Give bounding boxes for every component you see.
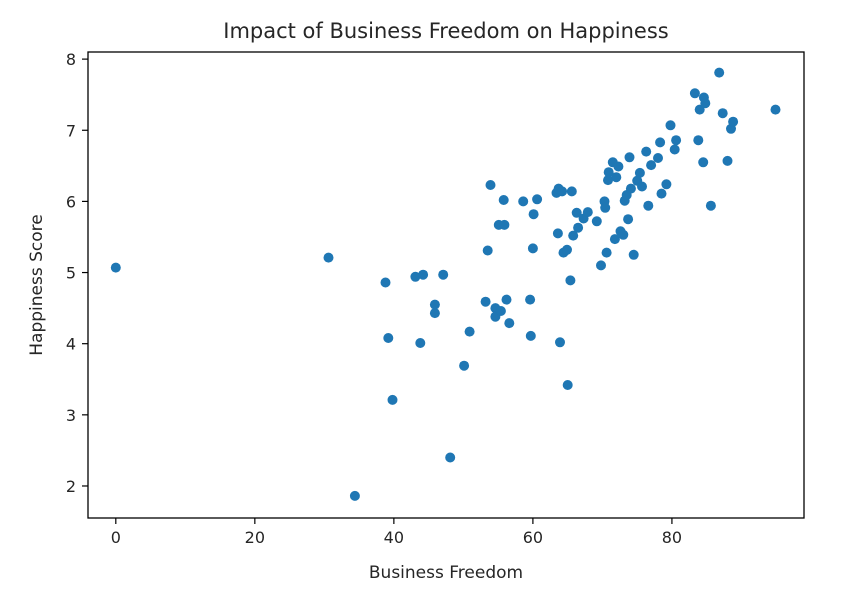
data-point bbox=[562, 380, 573, 390]
data-point bbox=[582, 207, 593, 218]
data-point bbox=[596, 260, 606, 271]
data-point bbox=[532, 194, 543, 205]
data-point bbox=[634, 167, 645, 178]
data-point bbox=[646, 160, 657, 171]
data-point bbox=[625, 183, 636, 194]
y-axis-ticks: 2 3 4 5 6 7 8 bbox=[66, 50, 88, 496]
data-point bbox=[641, 146, 652, 157]
plot-frame bbox=[87, 51, 805, 519]
data-point bbox=[110, 262, 121, 273]
data-point bbox=[383, 333, 394, 343]
data-point bbox=[722, 155, 733, 166]
x-tick-label: 20 bbox=[245, 528, 265, 547]
data-point bbox=[628, 249, 639, 260]
data-point bbox=[611, 172, 622, 183]
data-point bbox=[603, 167, 614, 178]
data-point bbox=[568, 230, 579, 241]
data-point bbox=[387, 394, 398, 405]
data-point bbox=[565, 275, 576, 286]
data-point bbox=[566, 186, 577, 197]
data-point bbox=[438, 269, 449, 280]
data-point bbox=[671, 135, 682, 146]
data-point bbox=[482, 245, 493, 256]
data-point bbox=[498, 195, 509, 205]
data-point bbox=[562, 244, 572, 255]
data-point bbox=[624, 152, 635, 163]
data-point bbox=[571, 207, 582, 218]
x-axis-label: Business Freedom bbox=[369, 563, 523, 583]
data-point bbox=[415, 338, 426, 348]
data-point bbox=[410, 271, 421, 282]
y-tick-label: 7 bbox=[66, 121, 76, 140]
data-point bbox=[601, 247, 612, 258]
chart-title: Impact of Business Freedom on Happiness bbox=[223, 19, 668, 43]
data-point bbox=[656, 188, 667, 199]
x-tick-label: 40 bbox=[384, 528, 404, 547]
data-point bbox=[591, 216, 602, 227]
data-point bbox=[698, 157, 709, 168]
data-point bbox=[499, 219, 510, 230]
data-point bbox=[480, 296, 491, 307]
data-point bbox=[600, 202, 611, 213]
data-point bbox=[464, 326, 475, 337]
data-point bbox=[518, 196, 529, 207]
data-point bbox=[653, 153, 663, 163]
data-point bbox=[689, 88, 700, 99]
data-point bbox=[573, 222, 584, 233]
data-point bbox=[618, 229, 629, 240]
data-point bbox=[609, 234, 620, 245]
data-point bbox=[429, 299, 440, 310]
data-point bbox=[700, 98, 711, 109]
data-point bbox=[669, 144, 680, 155]
data-point bbox=[714, 67, 725, 78]
data-point bbox=[661, 179, 672, 190]
data-point bbox=[323, 252, 334, 263]
data-point bbox=[527, 243, 538, 254]
data-point bbox=[643, 200, 654, 211]
data-point bbox=[770, 104, 781, 115]
y-axis-label: Happiness Score bbox=[27, 214, 47, 355]
data-point bbox=[485, 180, 496, 190]
data-point bbox=[528, 209, 539, 220]
data-point bbox=[445, 452, 456, 463]
data-point bbox=[705, 200, 716, 211]
data-point bbox=[504, 318, 515, 329]
x-tick-label: 80 bbox=[662, 528, 682, 547]
data-point bbox=[557, 186, 568, 197]
x-axis-ticks: 0 20 40 60 80 bbox=[111, 518, 682, 547]
y-tick-label: 5 bbox=[66, 264, 76, 283]
x-tick-label: 60 bbox=[523, 528, 543, 547]
data-point bbox=[555, 337, 565, 348]
data-point bbox=[717, 108, 728, 119]
data-point bbox=[380, 277, 391, 288]
y-tick-label: 2 bbox=[66, 477, 76, 496]
data-point bbox=[613, 161, 624, 172]
data-point bbox=[495, 306, 506, 316]
data-point bbox=[459, 360, 470, 371]
data-point bbox=[501, 294, 512, 305]
x-tick-label: 0 bbox=[111, 528, 121, 547]
data-point bbox=[418, 269, 429, 280]
data-point bbox=[552, 228, 563, 239]
data-point bbox=[525, 330, 536, 341]
data-point bbox=[637, 181, 647, 192]
data-point bbox=[349, 490, 360, 501]
data-points bbox=[110, 67, 781, 501]
y-tick-label: 4 bbox=[66, 335, 76, 354]
y-tick-label: 8 bbox=[66, 50, 76, 69]
data-point bbox=[429, 308, 440, 319]
data-point bbox=[693, 135, 704, 146]
data-point bbox=[655, 137, 666, 148]
data-point bbox=[525, 294, 536, 305]
y-tick-label: 3 bbox=[66, 406, 76, 425]
y-tick-label: 6 bbox=[66, 192, 76, 211]
data-point bbox=[603, 175, 613, 186]
data-point bbox=[665, 120, 676, 131]
data-point bbox=[623, 214, 634, 225]
data-point bbox=[728, 116, 739, 127]
